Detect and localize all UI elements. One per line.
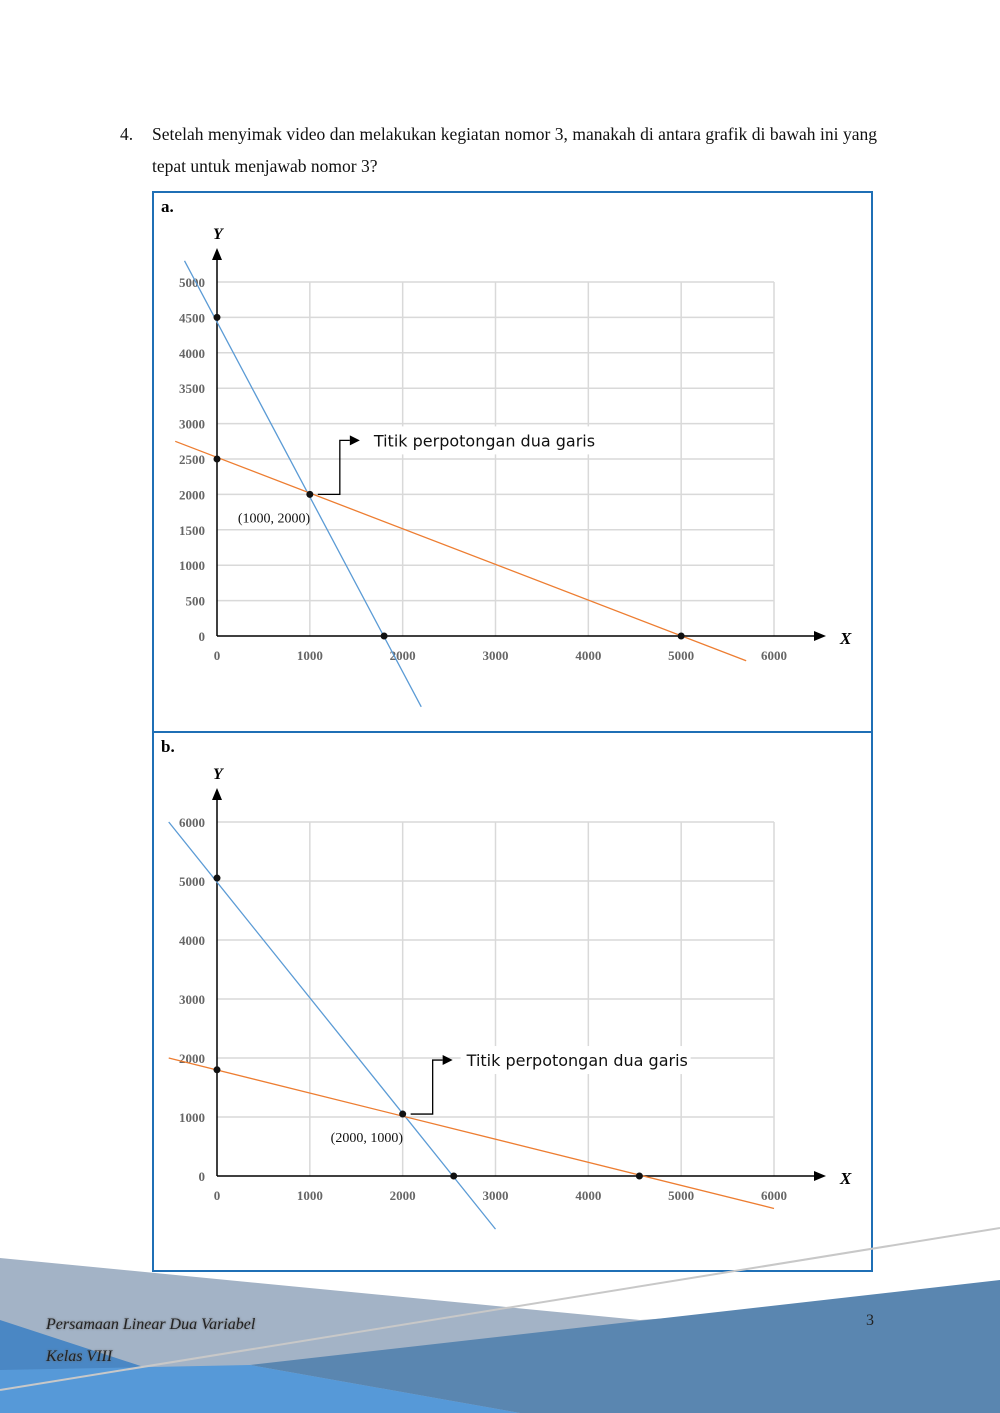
data-point <box>213 313 221 321</box>
annotation-background <box>460 1046 691 1075</box>
y-axis-label: Y <box>213 766 224 783</box>
y-tick-label: 1000 <box>179 1110 205 1125</box>
annotation-arrow-icon <box>442 1055 453 1066</box>
x-axis-label: X <box>839 1169 852 1188</box>
y-tick-label: 0 <box>199 629 206 644</box>
y-tick-label: 1500 <box>179 523 205 538</box>
question-number: 4. <box>120 124 134 144</box>
y-axis-label: Y <box>213 226 224 243</box>
chart-b: 0 1000 2000 3000 4000 5000 6000010002000300040… <box>168 766 852 1230</box>
x-tick-label: 5000 <box>668 648 694 663</box>
annotation-connector <box>410 1059 443 1115</box>
chart-a: 0 1000 2000 3000 4000 5000 6000050010001500200… <box>174 226 852 708</box>
x-tick-label: 3000 <box>483 648 509 663</box>
data-point <box>306 490 314 498</box>
y-tick-label: 3000 <box>179 992 205 1007</box>
y-axis-arrow-icon <box>212 788 222 800</box>
x-tick-label: 3000 <box>483 1188 509 1203</box>
x-tick-label: 4000 <box>575 1188 601 1203</box>
option-label-a: a. <box>161 197 174 216</box>
y-tick-label: 5000 <box>179 874 205 889</box>
question-text: Setelah menyimak video dan melakukan keg… <box>152 124 877 176</box>
series-line-orange <box>168 1057 775 1210</box>
y-tick-label: 2000 <box>179 487 205 502</box>
x-axis-arrow-icon <box>814 631 826 641</box>
annotation-connector <box>317 439 350 496</box>
x-axis-label: X <box>839 629 852 648</box>
data-point <box>213 455 221 463</box>
x-tick-label: 1000 <box>297 648 323 663</box>
x-axis-arrow-icon <box>814 1171 826 1181</box>
y-tick-label: 500 <box>186 594 206 609</box>
x-tick-label: 0 <box>214 648 221 663</box>
data-point <box>635 1172 643 1180</box>
footer-title: Persamaan Linear Dua Variabel <box>46 1316 256 1333</box>
data-point <box>213 874 221 882</box>
footer-decoration <box>0 1227 1000 1413</box>
x-tick-label: 0 <box>214 1188 221 1203</box>
annotation-text: Titik perpotongan dua garis <box>373 431 595 450</box>
y-tick-label: 3000 <box>179 417 205 432</box>
y-tick-label: 3500 <box>179 381 205 396</box>
data-point <box>450 1172 458 1180</box>
chart-panel-a: a. 0 1000 2000 3000 4000 5000 6000 0 500 1000 1500… <box>152 191 873 733</box>
x-tick-label: 5000 <box>668 1188 694 1203</box>
y-tick-label: 4500 <box>179 310 205 325</box>
footer: Persamaan Linear Dua Variabel Kelas VIII… <box>0 1220 1000 1413</box>
y-tick-label: 4000 <box>179 346 205 361</box>
data-point <box>380 632 388 640</box>
y-tick-label: 2500 <box>179 452 205 467</box>
x-tick-label: 6000 <box>761 648 787 663</box>
page-number: 3 <box>866 1312 874 1329</box>
annotation-background <box>367 426 598 455</box>
y-tick-label: 4000 <box>179 933 205 948</box>
point-label: (1000, 2000) <box>238 511 311 526</box>
x-tick-label: 4000 <box>575 648 601 663</box>
footer-class: Kelas VIII <box>46 1348 113 1365</box>
x-tick-label: 2000 <box>390 1188 416 1203</box>
series-line-orange <box>174 440 747 662</box>
point-label: (2000, 1000) <box>331 1131 404 1146</box>
series-line-blue <box>183 260 422 708</box>
y-tick-label: 6000 <box>179 815 205 830</box>
annotation-arrow-icon <box>349 435 360 446</box>
data-point <box>399 1110 407 1118</box>
data-point <box>213 1066 221 1074</box>
y-axis-arrow-icon <box>212 248 222 260</box>
annotation-text: Titik perpotongan dua garis <box>466 1051 688 1070</box>
x-tick-label: 1000 <box>297 1188 323 1203</box>
series-line-blue <box>168 821 497 1230</box>
y-tick-label: 5000 <box>179 275 205 290</box>
y-tick-label: 0 <box>199 1169 206 1184</box>
option-label-b: b. <box>161 737 175 756</box>
question-4: 4. Setelah menyimak video dan melakukan … <box>120 118 877 182</box>
data-point <box>677 632 685 640</box>
x-tick-label: 6000 <box>761 1188 787 1203</box>
chart-panel-b: b. 0 1000 2000 3000 4000 5000 6000 0 1000 2000 300… <box>152 731 873 1272</box>
y-tick-label: 1000 <box>179 558 205 573</box>
